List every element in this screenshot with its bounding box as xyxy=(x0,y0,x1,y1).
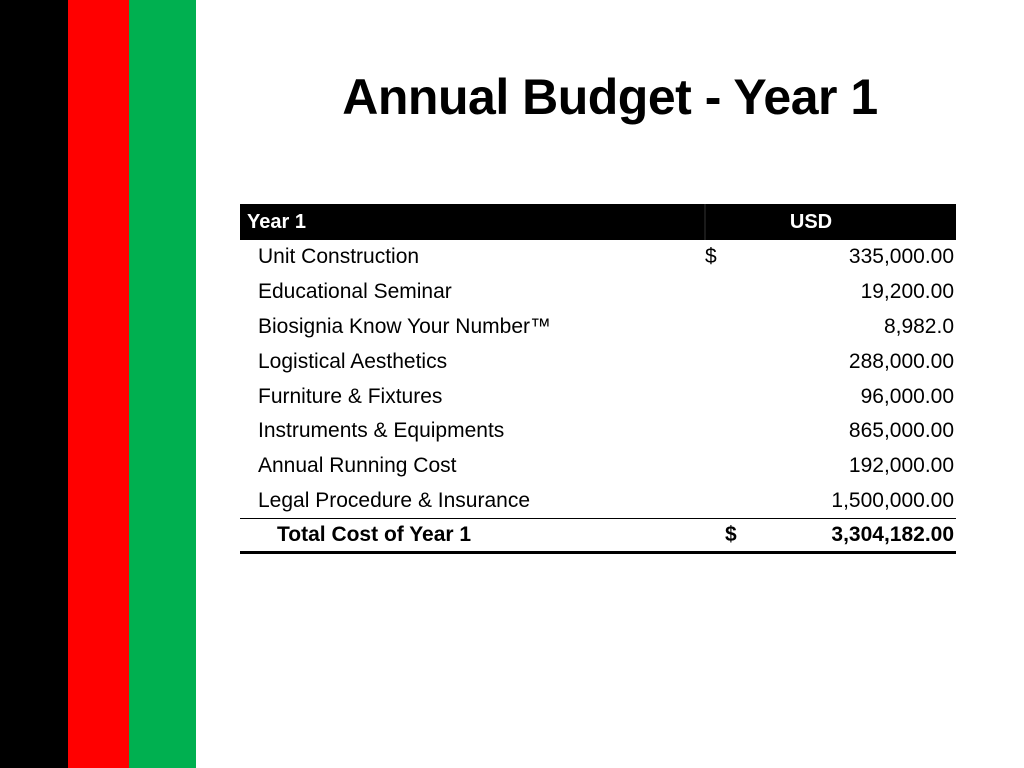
table-row: Legal Procedure & Insurance 1,500,000.00 xyxy=(240,483,957,520)
row-label: Instruments & Equipments xyxy=(258,419,505,443)
row-currency xyxy=(705,414,755,449)
table-row: Biosignia Know Your Number™ 8,982.0 xyxy=(240,310,956,345)
row-currency xyxy=(705,275,755,310)
row-currency xyxy=(705,483,755,520)
total-label: Total Cost of Year 1 xyxy=(240,518,705,555)
table-header-row: Year 1 USD xyxy=(240,204,957,240)
total-row: Total Cost of Year 1 $ 3,304,182.00 xyxy=(240,518,957,555)
table-row: Unit Construction $ 335,000.00 xyxy=(240,240,956,275)
row-amount: 19,200.00 xyxy=(860,280,955,304)
row-label: Educational Seminar xyxy=(258,280,452,304)
row-label: Legal Procedure & Insurance xyxy=(240,483,705,520)
row-label: Unit Construction xyxy=(258,245,420,269)
row-amount: 192,000.00 xyxy=(848,454,955,478)
row-label: Annual Running Cost xyxy=(258,454,457,478)
row-amount: 335,000.00 xyxy=(848,245,955,269)
row-currency xyxy=(705,344,755,379)
row-currency xyxy=(705,310,755,345)
row-label: Biosignia Know Your Number™ xyxy=(258,314,551,338)
row-amount: 865,000.00 xyxy=(848,419,955,443)
table-row: Instruments & Equipments 865,000.00 xyxy=(240,414,956,449)
slide-title: Annual Budget - Year 1 xyxy=(342,69,878,125)
row-amount: 1,500,000.00 xyxy=(755,483,957,520)
total-currency: $ xyxy=(705,518,755,555)
row-currency: $ xyxy=(705,245,717,269)
row-label: Logistical Aesthetics xyxy=(258,349,448,373)
header-usd: USD xyxy=(705,204,957,240)
black-stripe xyxy=(0,0,68,768)
row-currency xyxy=(705,449,755,484)
header-year: Year 1 xyxy=(240,204,706,240)
table-row: Annual Running Cost 192,000.00 xyxy=(240,449,956,484)
row-amount: 96,000.00 xyxy=(860,384,955,408)
row-amount: 8,982.0 xyxy=(883,314,955,338)
row-amount: 288,000.00 xyxy=(848,349,955,373)
green-stripe xyxy=(129,0,196,768)
red-stripe xyxy=(68,0,129,768)
row-currency xyxy=(705,379,755,414)
budget-table: Year 1 USD Unit Construction $ 335,000.0… xyxy=(240,204,957,555)
row-label: Furniture & Fixtures xyxy=(258,384,443,408)
total-amount: 3,304,182.00 xyxy=(755,518,957,555)
table-row: Logistical Aesthetics 288,000.00 xyxy=(240,344,956,379)
table-row: Educational Seminar 19,200.00 xyxy=(240,275,956,310)
table-row: Furniture & Fixtures 96,000.00 xyxy=(240,379,956,414)
